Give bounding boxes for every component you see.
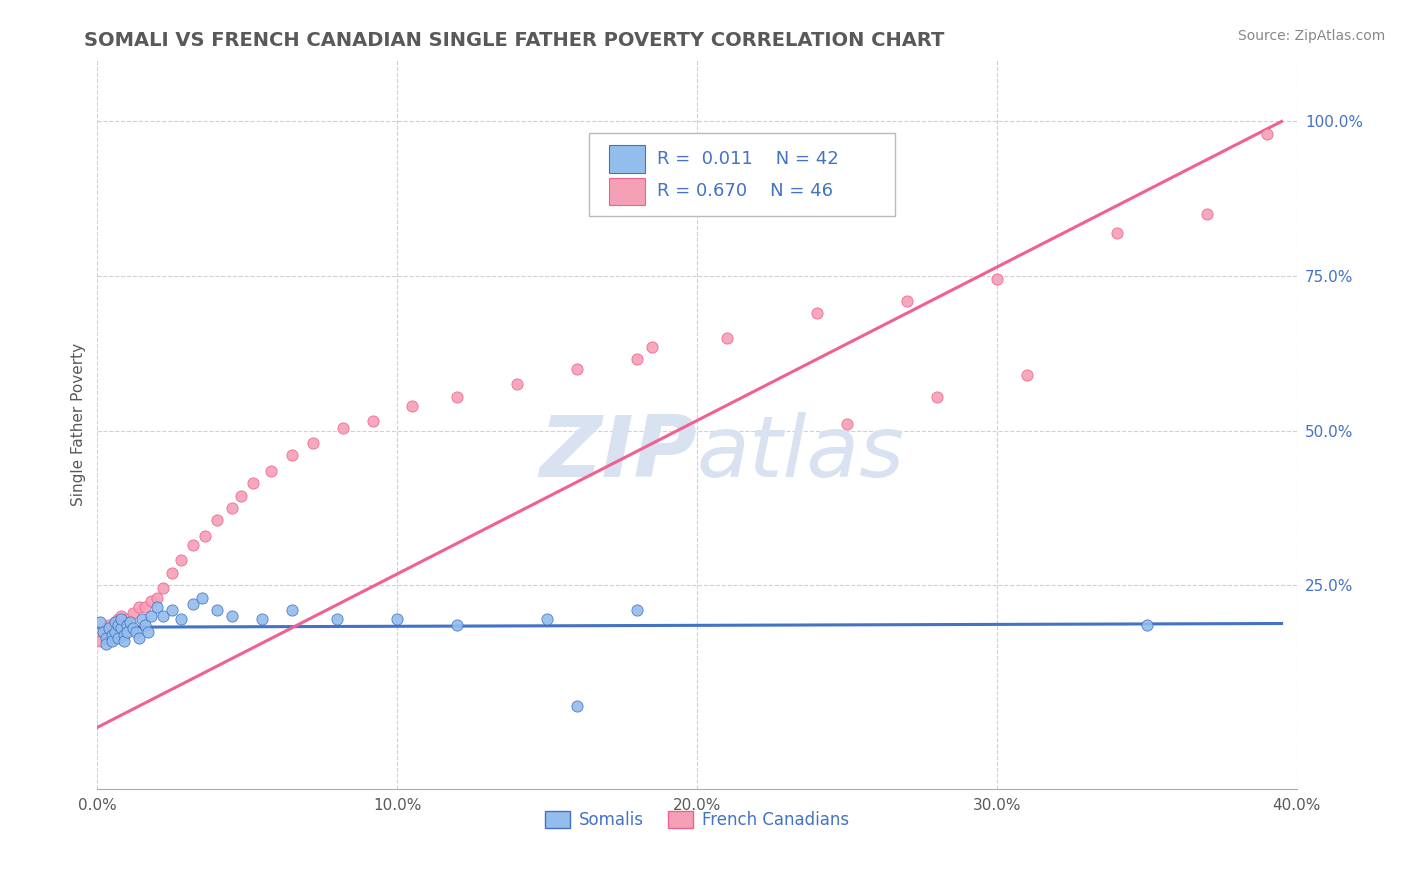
Point — [221, 500, 243, 515]
Point — [385, 612, 408, 626]
Point — [641, 340, 664, 354]
Point — [98, 622, 121, 636]
Legend: Somalis, French Canadians: Somalis, French Canadians — [538, 804, 855, 836]
Y-axis label: Single Father Poverty: Single Father Poverty — [72, 343, 86, 506]
FancyBboxPatch shape — [609, 145, 645, 173]
Point — [242, 476, 264, 491]
Point — [332, 420, 354, 434]
Point — [326, 612, 349, 626]
Point — [89, 633, 111, 648]
Text: ZIP: ZIP — [540, 412, 697, 495]
Point — [128, 599, 150, 614]
Point — [835, 417, 858, 432]
Point — [281, 603, 304, 617]
Point — [122, 622, 145, 636]
Point — [152, 609, 174, 624]
Point — [141, 609, 163, 624]
Point — [120, 615, 142, 630]
Point — [104, 615, 127, 630]
Point — [361, 414, 384, 428]
Point — [162, 566, 184, 580]
Point — [207, 513, 229, 527]
Point — [96, 637, 118, 651]
Point — [162, 603, 184, 617]
Point — [117, 624, 139, 639]
Point — [101, 631, 124, 645]
Point — [98, 618, 121, 632]
Point — [565, 361, 588, 376]
FancyBboxPatch shape — [589, 133, 894, 217]
Point — [181, 597, 204, 611]
Point — [1256, 127, 1278, 141]
Text: R = 0.670    N = 46: R = 0.670 N = 46 — [658, 182, 834, 201]
Point — [101, 633, 124, 648]
Point — [260, 464, 283, 478]
Point — [1136, 618, 1159, 632]
Point — [93, 624, 115, 639]
Point — [117, 612, 139, 626]
Point — [221, 609, 243, 624]
Point — [1015, 368, 1038, 382]
Point — [446, 390, 468, 404]
Point — [104, 624, 127, 639]
Text: R =  0.011    N = 42: R = 0.011 N = 42 — [658, 150, 839, 169]
Point — [93, 624, 115, 639]
Point — [107, 631, 129, 645]
Point — [170, 612, 193, 626]
Point — [110, 622, 132, 636]
Point — [117, 618, 139, 632]
Point — [101, 627, 124, 641]
Point — [170, 553, 193, 567]
Point — [89, 615, 111, 630]
Point — [96, 631, 118, 645]
Point — [806, 306, 828, 320]
Point — [110, 609, 132, 624]
Point — [191, 591, 214, 605]
Text: atlas: atlas — [697, 412, 905, 495]
Point — [107, 618, 129, 632]
Point — [112, 618, 135, 632]
Point — [146, 591, 169, 605]
Point — [401, 399, 423, 413]
Point — [112, 627, 135, 641]
FancyBboxPatch shape — [609, 178, 645, 205]
Text: Source: ZipAtlas.com: Source: ZipAtlas.com — [1237, 29, 1385, 43]
Point — [104, 624, 127, 639]
Text: SOMALI VS FRENCH CANADIAN SINGLE FATHER POVERTY CORRELATION CHART: SOMALI VS FRENCH CANADIAN SINGLE FATHER … — [84, 31, 945, 50]
Point — [194, 529, 217, 543]
Point — [302, 436, 325, 450]
Point — [112, 633, 135, 648]
Point — [152, 581, 174, 595]
Point — [536, 612, 558, 626]
Point — [626, 352, 648, 367]
Point — [231, 489, 253, 503]
Point — [104, 615, 127, 630]
Point — [107, 612, 129, 626]
Point — [925, 390, 948, 404]
Point — [565, 698, 588, 713]
Point — [986, 272, 1008, 286]
Point — [896, 293, 918, 308]
Point — [181, 538, 204, 552]
Point — [252, 612, 274, 626]
Point — [141, 593, 163, 607]
Point — [626, 603, 648, 617]
Point — [128, 631, 150, 645]
Point — [134, 599, 156, 614]
Point — [446, 618, 468, 632]
Point — [281, 448, 304, 462]
Point — [1195, 207, 1218, 221]
Point — [125, 624, 148, 639]
Point — [134, 618, 156, 632]
Point — [96, 622, 118, 636]
Point — [1105, 226, 1128, 240]
Point — [716, 331, 738, 345]
Point — [136, 624, 159, 639]
Point — [110, 612, 132, 626]
Point — [122, 606, 145, 620]
Point — [146, 599, 169, 614]
Point — [131, 612, 153, 626]
Point — [506, 377, 529, 392]
Point — [207, 603, 229, 617]
